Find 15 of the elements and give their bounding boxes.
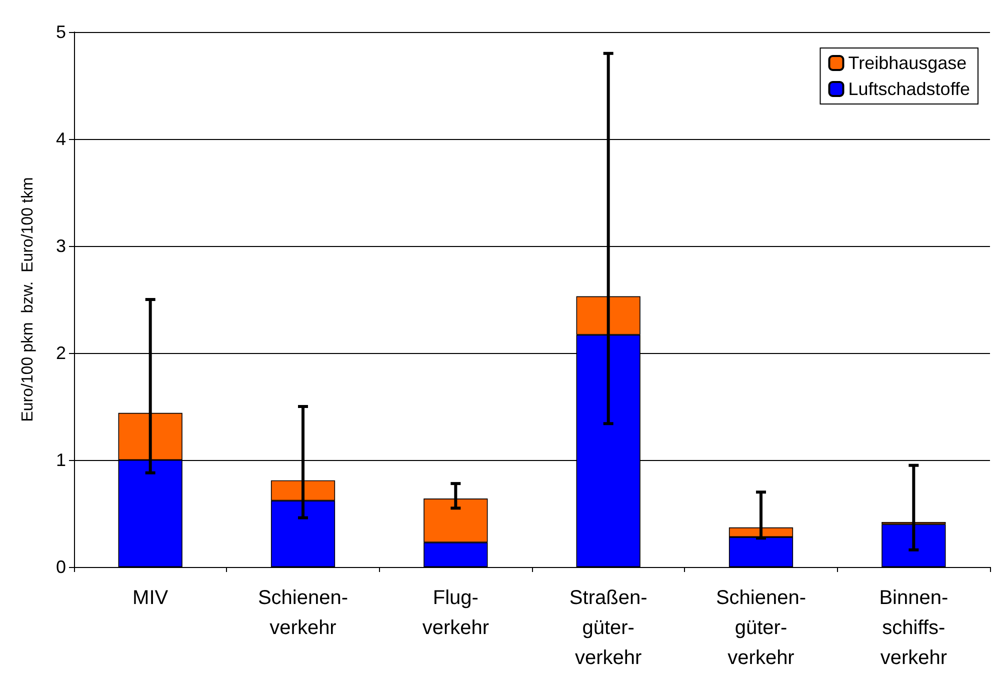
y-tick-label: 3 — [56, 236, 66, 256]
y-tick-label: 5 — [56, 22, 66, 42]
x-tick-label: MIV — [132, 587, 169, 609]
y-tick-label: 2 — [56, 343, 66, 363]
y-tick-label: 0 — [56, 557, 66, 577]
y-tick-label: 4 — [56, 129, 66, 149]
y-tick-label: 1 — [56, 450, 66, 470]
y-axis-title: Euro/100 pkm bzw. Euro/100 tkm — [20, 177, 36, 422]
x-tick-label: Schienen- verkehr — [258, 587, 348, 639]
x-tick-label: Binnen- schiffs- verkehr — [879, 587, 948, 669]
x-tick-label: Schienen- güter- verkehr — [716, 587, 806, 669]
legend-label: Treibhausgase — [848, 53, 967, 73]
x-tick-label: Flug- verkehr — [422, 587, 490, 639]
legend-label: Luftschadstoffe — [848, 79, 970, 99]
x-tick-label: Straßen- güter- verkehr — [569, 587, 648, 669]
